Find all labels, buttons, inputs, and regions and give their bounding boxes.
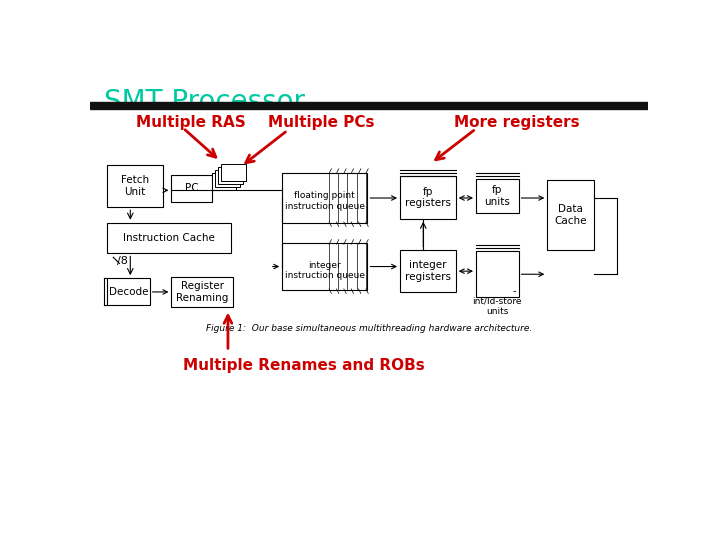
Bar [212, 173, 236, 190]
Text: More registers: More registers [454, 115, 580, 130]
Text: SMT Processor: SMT Processor [104, 88, 305, 116]
Bar [90, 102, 648, 109]
Text: Multiple RAS: Multiple RAS [137, 115, 246, 130]
Bar [171, 175, 212, 202]
Text: floating point
instruction queue: floating point instruction queue [285, 191, 365, 211]
Text: integer
registers: integer registers [405, 260, 451, 281]
Text: /8: /8 [117, 256, 128, 266]
Bar [221, 164, 246, 181]
Text: Multiple Renames and ROBs: Multiple Renames and ROBs [183, 357, 425, 373]
Bar [282, 173, 367, 222]
Bar [107, 222, 231, 253]
Text: Data
Cache: Data Cache [554, 204, 587, 226]
Bar [282, 244, 367, 289]
Bar [215, 170, 240, 187]
Bar [400, 249, 456, 292]
Text: int/ld-store
units: int/ld-store units [472, 297, 522, 316]
Text: Register
Renaming: Register Renaming [176, 281, 228, 303]
Bar [400, 177, 456, 219]
Text: Instruction Cache: Instruction Cache [123, 233, 215, 243]
Text: integer
instruction queue: integer instruction queue [285, 261, 365, 280]
Text: fp
units: fp units [485, 185, 510, 207]
Text: Figure 1:  Our base simultaneous multithreading hardware architecture.: Figure 1: Our base simultaneous multithr… [206, 323, 533, 333]
Bar [476, 251, 518, 298]
Bar [476, 179, 518, 213]
Text: Fetch
Unit: Fetch Unit [121, 176, 149, 197]
Bar [547, 180, 594, 249]
Text: fp
registers: fp registers [405, 187, 451, 208]
Text: Decode: Decode [109, 287, 148, 296]
Bar [171, 276, 233, 307]
Text: -: - [513, 286, 516, 296]
Text: PC: PC [185, 184, 198, 193]
Bar [218, 167, 243, 184]
Text: Multiple PCs: Multiple PCs [269, 115, 374, 130]
Bar [107, 278, 150, 305]
Bar [107, 165, 163, 207]
